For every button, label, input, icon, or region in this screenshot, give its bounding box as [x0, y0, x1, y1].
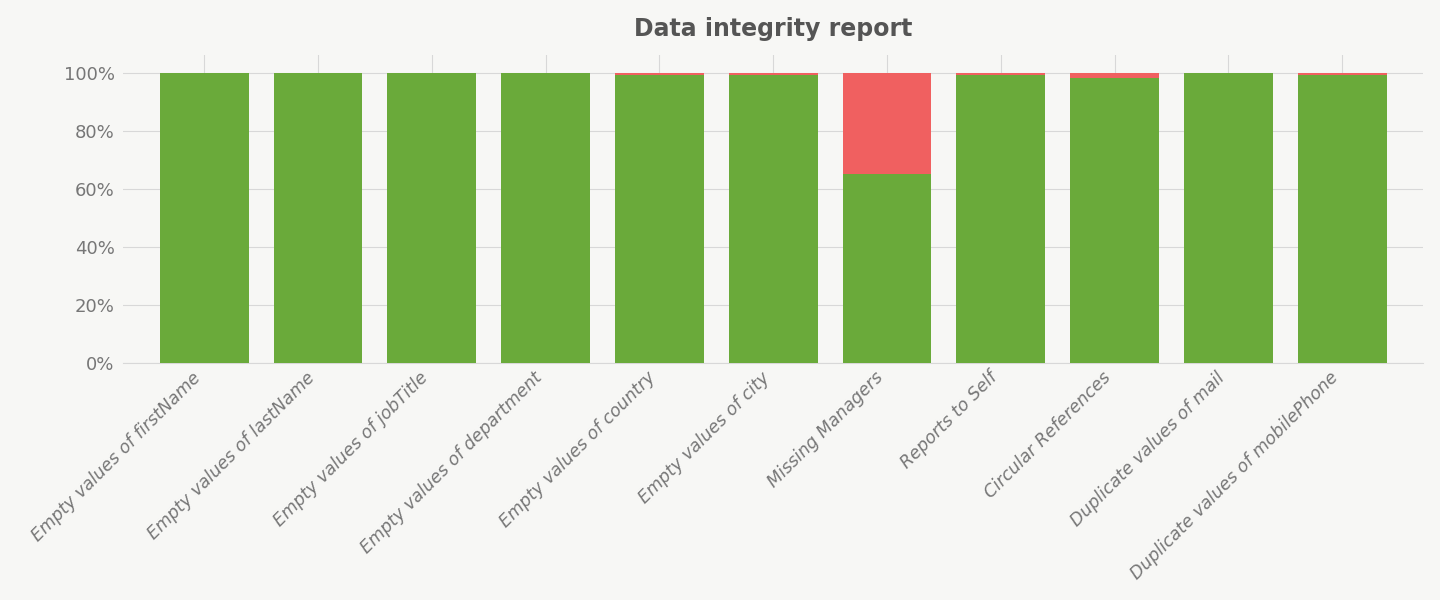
Bar: [501, 73, 590, 363]
Bar: [274, 73, 363, 363]
Bar: [842, 174, 932, 363]
Bar: [956, 73, 1045, 76]
Bar: [842, 73, 932, 174]
Bar: [615, 73, 704, 76]
Bar: [729, 76, 818, 363]
Bar: [1297, 73, 1387, 76]
Bar: [160, 73, 249, 363]
Bar: [1184, 73, 1273, 363]
Bar: [956, 76, 1045, 363]
Title: Data integrity report: Data integrity report: [634, 17, 913, 41]
Bar: [1297, 76, 1387, 363]
Bar: [387, 73, 477, 363]
Bar: [1070, 79, 1159, 363]
Bar: [615, 76, 704, 363]
Bar: [729, 73, 818, 76]
Bar: [1070, 73, 1159, 79]
